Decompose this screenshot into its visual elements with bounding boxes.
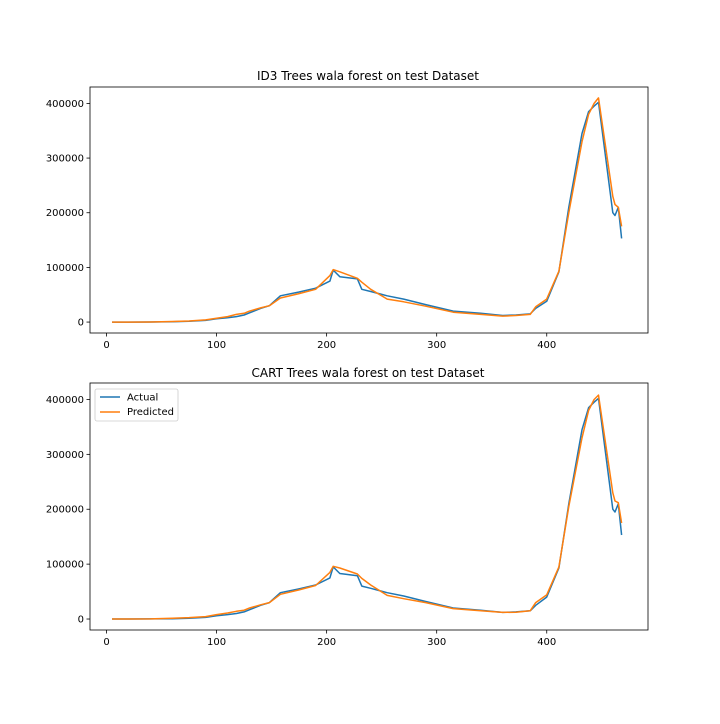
chart-title: ID3 Trees wala forest on test Dataset xyxy=(257,69,479,83)
x-tick-label: 100 xyxy=(207,637,226,648)
series-line-predicted xyxy=(112,97,623,323)
x-tick-label: 200 xyxy=(317,340,336,351)
y-axis: 0 100000 200000 300000 400000 xyxy=(46,395,90,626)
x-tick-label: 200 xyxy=(317,637,336,648)
x-axis: 0 100 200 300 400 xyxy=(103,333,556,351)
legend: Actual Predicted xyxy=(94,388,179,422)
chart-title: CART Trees wala forest on test Dataset xyxy=(252,366,485,380)
subplot-id3: ID3 Trees wala forest on test Dataset 0 1… xyxy=(46,69,649,351)
legend-label-predicted: Predicted xyxy=(127,407,174,418)
legend-label-actual: Actual xyxy=(127,393,158,404)
y-tick-label: 300000 xyxy=(46,154,84,165)
x-tick-label: 100 xyxy=(207,340,226,351)
y-tick-label: 400000 xyxy=(46,395,84,406)
x-tick-label: 400 xyxy=(537,340,556,351)
y-tick-label: 200000 xyxy=(46,208,84,219)
y-axis: 0 100000 200000 300000 400000 xyxy=(46,99,90,329)
y-tick-label: 0 xyxy=(78,318,84,329)
y-tick-label: 400000 xyxy=(46,99,84,110)
x-axis: 0 100 200 300 400 xyxy=(103,630,556,648)
plot-area-frame xyxy=(89,382,649,631)
series-layer xyxy=(112,97,623,323)
x-tick-label: 400 xyxy=(537,637,556,648)
y-tick-label: 100000 xyxy=(46,263,84,274)
series-line-actual xyxy=(112,397,623,620)
x-tick-label: 300 xyxy=(427,340,446,351)
y-tick-label: 300000 xyxy=(46,450,84,461)
x-tick-label: 0 xyxy=(103,340,109,351)
y-tick-label: 0 xyxy=(78,615,84,626)
series-layer xyxy=(112,394,623,620)
series-line-actual xyxy=(112,101,623,323)
y-tick-label: 200000 xyxy=(46,505,84,516)
y-tick-label: 100000 xyxy=(46,560,84,571)
x-tick-label: 300 xyxy=(427,637,446,648)
subplot-cart: CART Trees wala forest on test Dataset 0… xyxy=(46,366,649,648)
plot-area-frame xyxy=(89,86,649,334)
x-tick-label: 0 xyxy=(103,637,109,648)
series-line-predicted xyxy=(112,394,623,620)
